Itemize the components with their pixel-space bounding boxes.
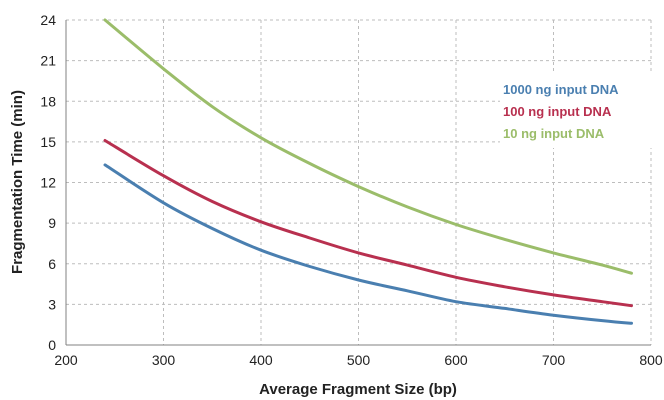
x-axis-title: Average Fragment Size (bp) (259, 381, 457, 398)
y-tick-label: 18 (40, 93, 56, 109)
legend-entry-1: 1000 ng input DNA (503, 82, 619, 97)
y-tick-label: 12 (40, 175, 56, 191)
legend-entry-3: 10 ng input DNA (503, 126, 605, 141)
x-tick-label: 700 (542, 352, 566, 368)
y-tick-label: 3 (48, 296, 56, 312)
x-tick-label: 200 (54, 352, 78, 368)
x-tick-label: 800 (639, 352, 663, 368)
x-tick-label: 500 (347, 352, 371, 368)
y-tick-label: 9 (48, 215, 56, 231)
y-tick-label: 24 (40, 12, 56, 28)
x-tick-labels: 200 300 400 500 600 700 800 (54, 352, 663, 368)
y-axis-title: Fragmentation Time (min) (9, 90, 26, 274)
y-tick-label: 6 (48, 256, 56, 272)
y-tick-label: 0 (48, 337, 56, 353)
legend-box (500, 74, 654, 148)
x-tick-label: 300 (152, 352, 176, 368)
series-line-3 (103, 18, 633, 275)
axes (65, 20, 651, 346)
series-line-1 (103, 163, 633, 325)
y-tick-labels: 0 3 6 9 12 15 18 21 24 (40, 12, 56, 353)
series-line-2 (103, 139, 633, 308)
series-lines (103, 18, 633, 325)
legend: 1000 ng input DNA 100 ng input DNA 10 ng i… (500, 74, 654, 148)
x-tick-label: 400 (249, 352, 273, 368)
y-tick-label: 15 (40, 134, 56, 150)
legend-entry-2: 100 ng input DNA (503, 104, 612, 119)
y-tick-label: 21 (40, 53, 56, 69)
x-tick-label: 600 (444, 352, 468, 368)
